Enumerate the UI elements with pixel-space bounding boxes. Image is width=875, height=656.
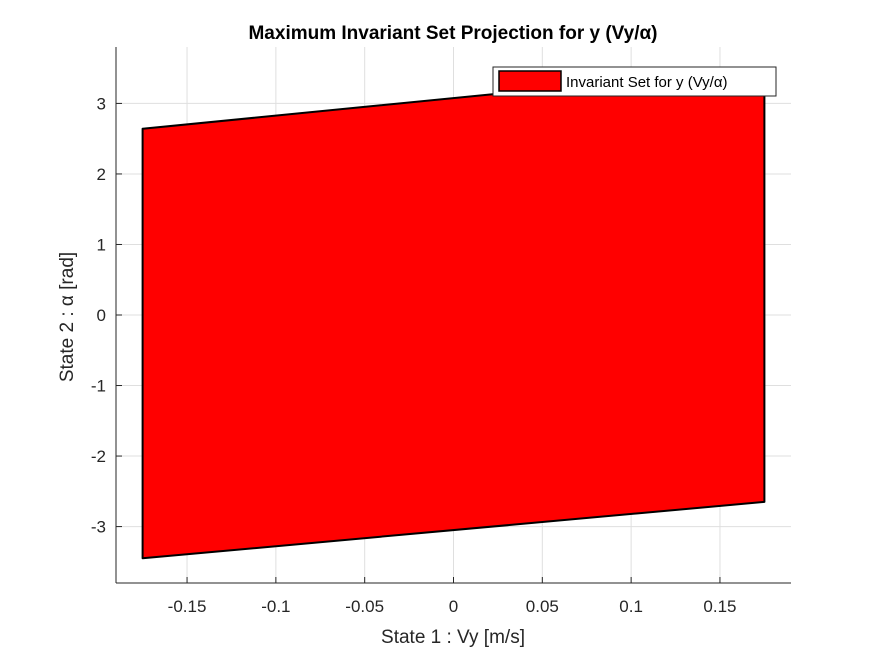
y-axis-label: State 2 : α [rad] — [57, 252, 78, 382]
y-axis-ticks: -3 -2 -1 0 1 2 3 — [91, 94, 122, 537]
y-tick-label-2: -1 — [91, 377, 106, 396]
series-layer — [141, 84, 766, 560]
y-tick-label-4: 1 — [97, 235, 106, 254]
legend-swatch — [498, 70, 562, 92]
x-tick-label-4: 0.05 — [526, 597, 559, 616]
x-tick-label-5: 0.1 — [619, 597, 643, 616]
y-tick-label-0: -3 — [91, 518, 106, 537]
x-axis-ticks: -0.15 -0.1 -0.05 0 0.05 0.1 0.15 — [168, 577, 736, 616]
invariant-set-polygon-0 — [141, 84, 766, 560]
y-tick-label-5: 2 — [97, 165, 106, 184]
x-axis-label: State 1 : Vy [m/s] — [381, 627, 525, 648]
x-tick-label-0: -0.15 — [168, 597, 207, 616]
y-tick-label-6: 3 — [97, 94, 106, 113]
x-tick-label-2: -0.05 — [345, 597, 384, 616]
legend: Invariant Set for y (Vy/α) — [492, 66, 777, 97]
chart-title: Maximum Invariant Set Projection for y (… — [248, 23, 657, 44]
legend-entry-label: Invariant Set for y (Vy/α) — [566, 74, 728, 91]
x-tick-label-1: -0.1 — [261, 597, 290, 616]
x-tick-label-6: 0.15 — [703, 597, 736, 616]
x-tick-label-3: 0 — [449, 597, 458, 616]
y-tick-label-1: -2 — [91, 447, 106, 466]
y-tick-label-3: 0 — [97, 306, 106, 325]
